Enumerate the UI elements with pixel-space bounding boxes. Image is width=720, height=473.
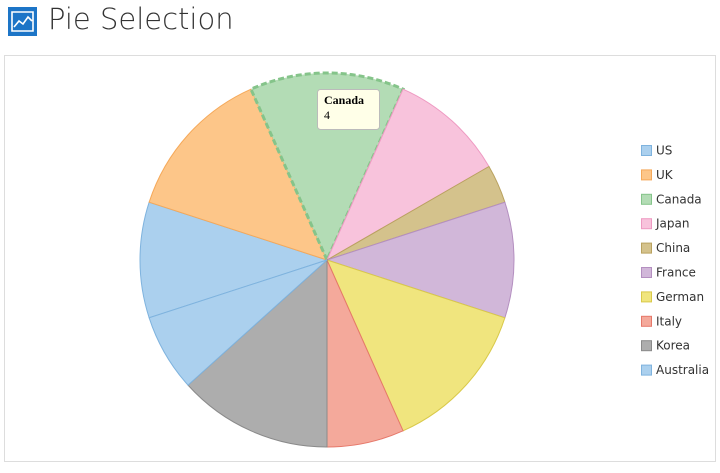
pie xyxy=(139,71,515,448)
legend-label: Italy xyxy=(656,314,682,328)
app-icon-glyph xyxy=(11,11,34,32)
tooltip: Canada 4 xyxy=(317,89,380,130)
pie-slice xyxy=(187,258,328,448)
legend-label: Japan xyxy=(655,217,689,231)
legend-label: US xyxy=(656,144,672,158)
legend-swatch xyxy=(641,218,652,230)
legend-label: Korea xyxy=(656,339,690,353)
legend-label: China xyxy=(656,241,690,255)
legend-swatch xyxy=(641,267,652,278)
legend-swatch xyxy=(641,169,652,181)
legend: US UK Canada Japan China France German Italy Kor… xyxy=(641,144,709,377)
pie-slice xyxy=(325,88,490,262)
legend-label: France xyxy=(656,266,696,280)
pie-slice xyxy=(148,88,328,261)
legend-label: German xyxy=(656,290,704,304)
legend-label: Australia xyxy=(656,363,709,377)
tooltip-title: Canada xyxy=(324,93,364,107)
page-title: Pie Selection xyxy=(48,2,234,36)
legend-swatch xyxy=(641,315,652,327)
legend-swatch xyxy=(641,193,652,205)
tooltip-box xyxy=(317,89,380,130)
tooltip-value: 4 xyxy=(324,108,330,122)
pie-slice xyxy=(325,201,515,319)
legend-label: Canada xyxy=(656,192,702,206)
legend-swatch xyxy=(641,340,652,352)
legend-swatch xyxy=(641,242,652,254)
legend-swatch xyxy=(641,145,652,156)
legend-swatch xyxy=(641,364,652,376)
pie-slice xyxy=(139,201,329,319)
pie-slice xyxy=(326,259,506,432)
legend-label: UK xyxy=(656,168,674,182)
pie-slice xyxy=(148,259,328,386)
legend-swatch xyxy=(641,291,652,303)
